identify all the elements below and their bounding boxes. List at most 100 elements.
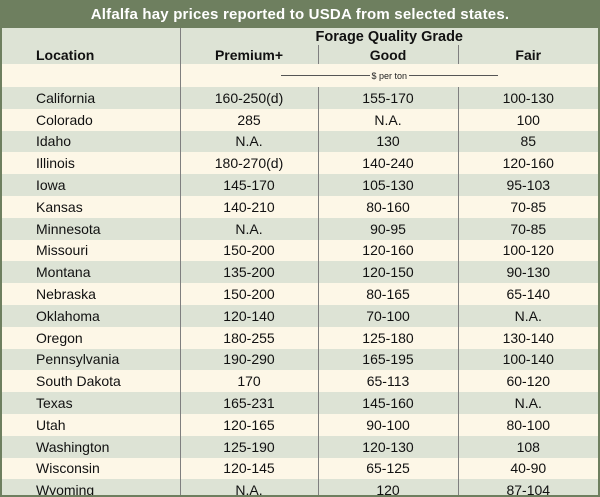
unit-cell: $ per ton	[179, 64, 598, 87]
location-cell: South Dakota	[2, 370, 180, 393]
fair-cell: 100	[457, 108, 598, 131]
header-spacer	[2, 28, 180, 45]
fair-cell: N.A.	[457, 304, 598, 327]
unit-rule-left	[280, 75, 370, 76]
fair-cell: 70-85	[457, 217, 598, 240]
premium-cell: N.A.	[179, 130, 318, 153]
premium-cell: 120-165	[179, 413, 318, 436]
forage-quality-grade-header: Forage Quality Grade	[179, 28, 598, 45]
good-cell: 90-95	[317, 217, 458, 240]
premium-cell: 120-140	[179, 304, 318, 327]
fair-cell: 108	[457, 435, 598, 458]
table-row: Wyoming N.A. 120 87-104	[2, 479, 598, 495]
table-row: Idaho N.A. 130 85	[2, 130, 598, 153]
premium-cell: 170	[179, 370, 318, 393]
fair-column-header: Fair	[457, 45, 598, 64]
location-cell: Idaho	[2, 130, 180, 153]
fair-cell: 130-140	[457, 326, 598, 349]
location-cell: Colorado	[2, 108, 180, 131]
location-cell: Minnesota	[2, 217, 180, 240]
fair-cell: 95-103	[457, 174, 598, 196]
location-cell: California	[2, 87, 180, 109]
unit-label: $ per ton	[371, 70, 408, 81]
good-cell: 70-100	[317, 304, 458, 327]
good-cell: 120	[317, 479, 458, 495]
location-cell: Kansas	[2, 195, 180, 218]
good-cell: 125-180	[317, 326, 458, 349]
location-cell: Pennsylvania	[2, 348, 180, 371]
table-row: Kansas 140-210 80-160 70-85	[2, 195, 598, 218]
good-cell: 120-130	[317, 435, 458, 458]
fair-cell: 90-130	[457, 261, 598, 284]
good-cell: 130	[317, 130, 458, 153]
good-cell: 80-165	[317, 283, 458, 305]
fair-cell: 100-130	[457, 87, 598, 109]
table-row: Minnesota N.A. 90-95 70-85	[2, 217, 598, 240]
fair-cell: 70-85	[457, 195, 598, 218]
premium-cell: 180-270(d)	[179, 152, 318, 175]
good-cell: 65-113	[317, 370, 458, 393]
premium-cell: 145-170	[179, 174, 318, 196]
good-cell: 120-160	[317, 239, 458, 262]
table-row: Wisconsin 120-145 65-125 40-90	[2, 457, 598, 480]
premium-cell: 285	[179, 108, 318, 131]
good-cell: 90-100	[317, 413, 458, 436]
premium-cell: N.A.	[179, 479, 318, 495]
location-cell: Washington	[2, 435, 180, 458]
table-row: Colorado 285 N.A. 100	[2, 108, 598, 131]
fair-cell: 65-140	[457, 283, 598, 305]
table-row: South Dakota 170 65-113 60-120	[2, 370, 598, 393]
location-cell: Texas	[2, 392, 180, 414]
fair-cell: 100-140	[457, 348, 598, 371]
unit-row: $ per ton	[2, 64, 598, 87]
fair-cell: N.A.	[457, 392, 598, 414]
fair-cell: 60-120	[457, 370, 598, 393]
table-row: Oregon 180-255 125-180 130-140	[2, 326, 598, 349]
table-row: Utah 120-165 90-100 80-100	[2, 413, 598, 436]
location-cell: Missouri	[2, 239, 180, 262]
good-cell: 155-170	[317, 87, 458, 109]
premium-cell: 120-145	[179, 457, 318, 480]
table-row: Washington 125-190 120-130 108	[2, 435, 598, 458]
fair-cell: 40-90	[457, 457, 598, 480]
table-row: Missouri 150-200 120-160 100-120	[2, 239, 598, 262]
header-group-row: Forage Quality Grade	[2, 28, 598, 45]
good-cell: 105-130	[317, 174, 458, 196]
good-cell: 145-160	[317, 392, 458, 414]
good-column-header: Good	[317, 45, 458, 64]
premium-cell: 125-190	[179, 435, 318, 458]
location-cell: Oregon	[2, 326, 180, 349]
location-cell: Wyoming	[2, 479, 180, 495]
table-row: Nebraska 150-200 80-165 65-140	[2, 283, 598, 305]
fair-cell: 120-160	[457, 152, 598, 175]
table-title: Alfalfa hay prices reported to USDA from…	[2, 2, 598, 28]
fair-cell: 85	[457, 130, 598, 153]
fair-cell: 87-104	[457, 479, 598, 495]
table-row: Iowa 145-170 105-130 95-103	[2, 174, 598, 196]
table-row: Montana 135-200 120-150 90-130	[2, 261, 598, 284]
premium-cell: 135-200	[179, 261, 318, 284]
location-cell: Montana	[2, 261, 180, 284]
premium-cell: N.A.	[179, 217, 318, 240]
premium-cell: 190-290	[179, 348, 318, 371]
good-cell: 140-240	[317, 152, 458, 175]
unit-spacer	[2, 64, 180, 87]
location-column-header: Location	[2, 45, 180, 64]
location-cell: Iowa	[2, 174, 180, 196]
location-cell: Nebraska	[2, 283, 180, 305]
location-cell: Wisconsin	[2, 457, 180, 480]
unit-rule-right	[409, 75, 499, 76]
price-table: Forage Quality Grade Location Premium+ G…	[2, 28, 598, 495]
table-row: Pennsylvania 190-290 165-195 100-140	[2, 348, 598, 371]
good-cell: 120-150	[317, 261, 458, 284]
table-row: California 160-250(d) 155-170 100-130	[2, 87, 598, 109]
good-cell: N.A.	[317, 108, 458, 131]
premium-cell: 180-255	[179, 326, 318, 349]
premium-cell: 150-200	[179, 239, 318, 262]
premium-cell: 150-200	[179, 283, 318, 305]
premium-cell: 165-231	[179, 392, 318, 414]
location-cell: Oklahoma	[2, 304, 180, 327]
location-cell: Utah	[2, 413, 180, 436]
location-cell: Illinois	[2, 152, 180, 175]
